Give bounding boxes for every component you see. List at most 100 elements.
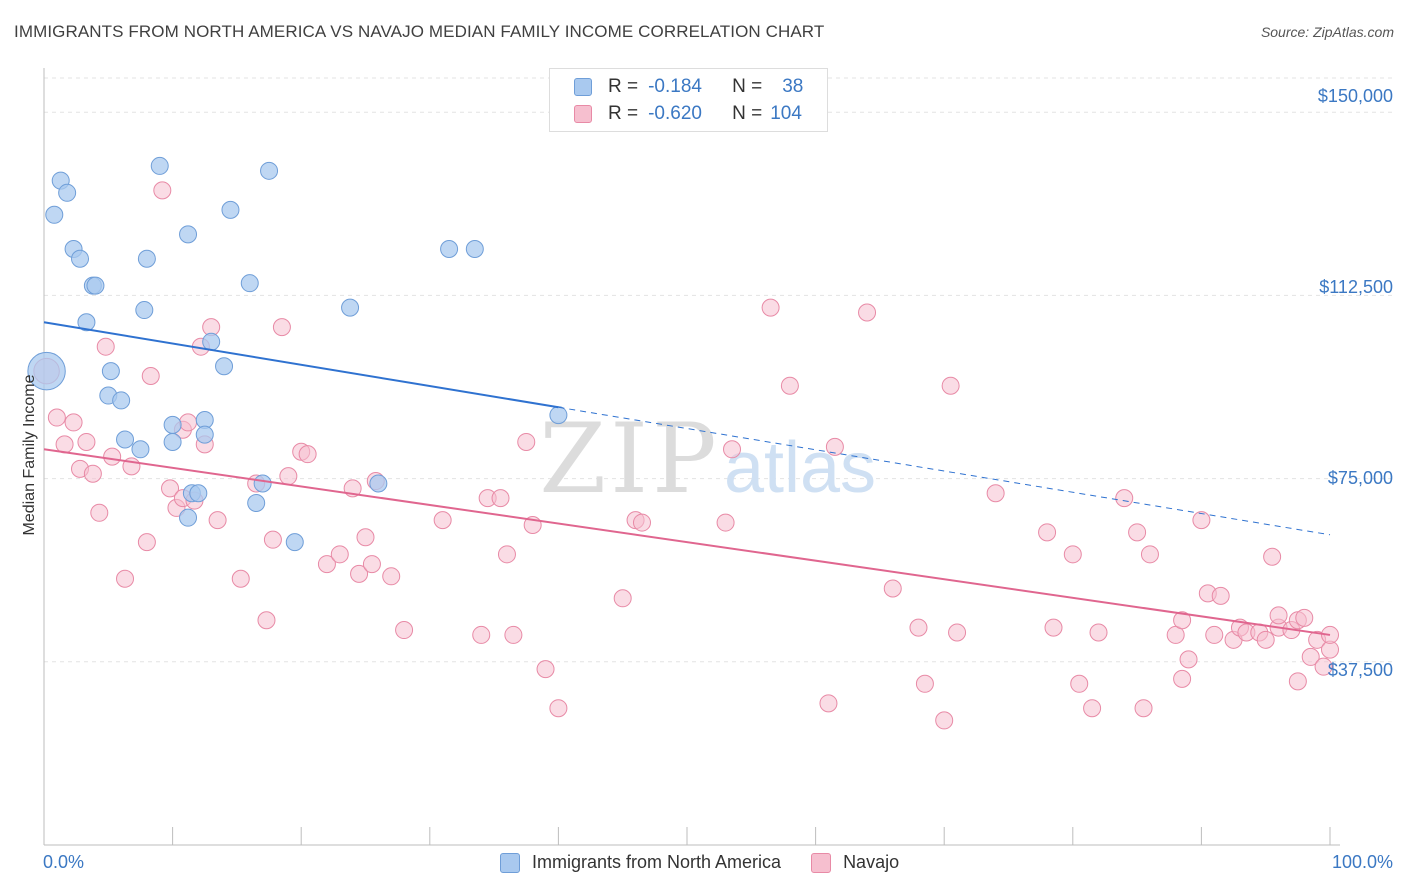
legend-swatch-pink (574, 105, 592, 123)
series-legend-item-navajo: Navajo (811, 852, 899, 873)
point-pink (90, 503, 109, 522)
point-pink (986, 484, 1005, 503)
point-pink (161, 479, 180, 498)
point-blue (202, 332, 221, 351)
trend-line-pink (43, 448, 1331, 636)
legend-n-value: 104 (770, 103, 802, 124)
point-pink (1211, 586, 1230, 605)
point-blue (189, 484, 208, 503)
point-blue (86, 276, 105, 295)
point-pink (231, 569, 250, 588)
point-blue (549, 406, 568, 425)
point-pink (382, 567, 401, 586)
legend-row-pink: R = -0.620 N = 104 (574, 101, 802, 127)
point-pink (549, 699, 568, 718)
point-pink (1083, 699, 1102, 718)
legend-n-value: 38 (782, 76, 804, 97)
point-pink (883, 579, 902, 598)
point-blue (195, 425, 214, 444)
point-blue (253, 474, 272, 493)
point-pink (1128, 523, 1147, 542)
point-pink (272, 318, 291, 337)
point-blue (369, 474, 388, 493)
point-blue (260, 161, 279, 180)
point-blue (221, 200, 240, 219)
point-pink (208, 511, 227, 530)
point-pink (1115, 489, 1134, 508)
legend-r-label: R = (608, 103, 639, 124)
legend-row-blue: R = -0.184 N = 38 (574, 74, 803, 100)
legend-r-label: R = (608, 76, 639, 97)
point-pink (909, 618, 928, 637)
point-pink (723, 440, 742, 459)
point-pink (55, 435, 74, 454)
point-pink (356, 528, 375, 547)
x-tick-min: 0.0% (43, 852, 85, 872)
point-pink (350, 564, 369, 583)
point-blue (77, 313, 96, 332)
legend-n-label: N = (732, 76, 763, 97)
point-pink (1295, 608, 1314, 627)
trend-line-blue (43, 321, 559, 409)
point-pink (1063, 545, 1082, 564)
correlation-legend: R = -0.184 N = 38 R = -0.620 N = 104 (549, 68, 828, 132)
y-axis-label: Median Family Income (21, 374, 38, 536)
point-pink (96, 337, 115, 356)
point-blue (247, 494, 266, 513)
point-pink (632, 513, 651, 532)
legend-r-value: -0.620 (648, 103, 702, 124)
point-blue (45, 205, 64, 224)
series-swatch-blue (500, 852, 520, 873)
x-tick-max: 100.0% (1331, 852, 1393, 872)
point-blue (285, 533, 304, 552)
point-pink (948, 623, 967, 642)
point-pink (491, 489, 510, 508)
trend-line-blue-dashed (558, 406, 1331, 536)
point-pink (1140, 545, 1159, 564)
legend-r-value: -0.184 (648, 76, 702, 97)
point-blue (112, 391, 131, 410)
point-pink (317, 555, 336, 574)
point-pink (716, 513, 735, 532)
point-pink (780, 376, 799, 395)
point-pink (1314, 657, 1333, 676)
point-blue (131, 440, 150, 459)
point-pink (1134, 699, 1153, 718)
point-pink (1263, 547, 1282, 566)
point-blue (465, 239, 484, 258)
point-pink (137, 533, 156, 552)
y-tick-112500: $112,500 (1319, 277, 1393, 297)
point-pink (83, 464, 102, 483)
point-pink (935, 711, 954, 730)
y-tick-75000: $75,000 (1327, 468, 1393, 488)
point-pink (825, 437, 844, 456)
point-blue (101, 362, 120, 381)
point-pink (1089, 623, 1108, 642)
point-pink (103, 447, 122, 466)
legend-swatch-blue (574, 78, 592, 96)
point-pink (257, 611, 276, 630)
point-blue (163, 432, 182, 451)
point-pink (1269, 606, 1288, 625)
series-legend-item-immigrants: Immigrants from North America (500, 852, 781, 873)
point-pink (1038, 523, 1057, 542)
point-blue (240, 274, 259, 293)
series-label-immigrants: Immigrants from North America (532, 852, 782, 872)
point-pink (179, 413, 198, 432)
point-pink (761, 298, 780, 317)
point-pink (1256, 630, 1275, 649)
point-blue (341, 298, 360, 317)
point-pink (47, 408, 66, 427)
watermark-zip: ZIP (539, 403, 720, 515)
point-blue (440, 239, 459, 258)
point-blue (137, 249, 156, 268)
point-pink (1070, 674, 1089, 693)
point-pink (298, 445, 317, 464)
point-pink (330, 545, 349, 564)
point-blue (179, 508, 198, 527)
point-pink (433, 511, 452, 530)
point-pink (1288, 672, 1307, 691)
point-blue (179, 225, 198, 244)
point-pink (395, 621, 414, 640)
